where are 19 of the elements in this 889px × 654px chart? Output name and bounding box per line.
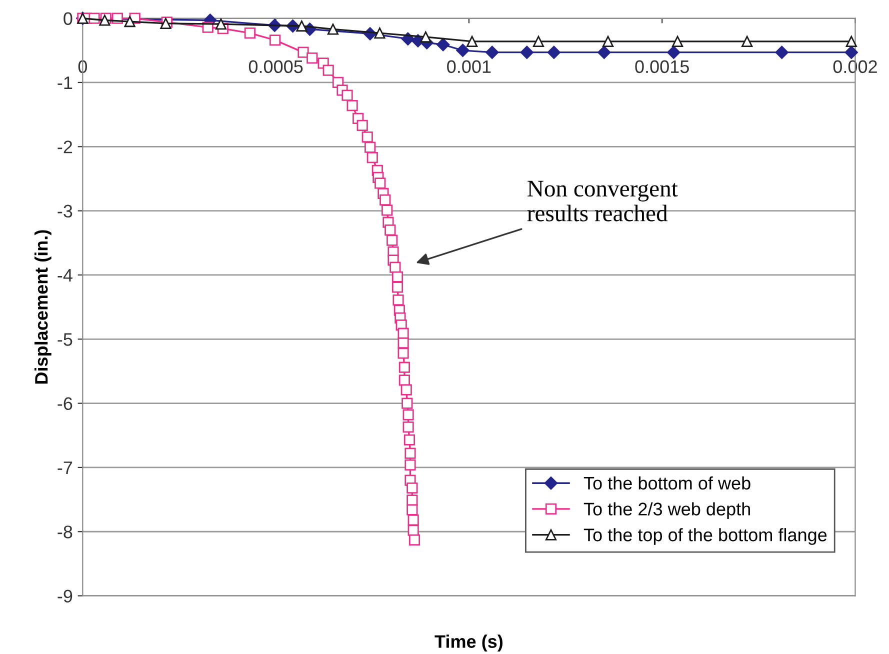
y-tick-label: -5 [58,333,72,346]
legend-label: To the bottom of web [584,476,750,490]
y-tick-label: -3 [58,204,72,218]
annotation: Non convergent results reached [527,180,678,222]
legend-label: To the 2/3 web depth [584,502,750,520]
x-tick-label: 0.0005 [248,60,303,74]
x-tick-label: 0.0015 [635,60,689,74]
y-tick-label: -8 [58,526,72,538]
legend-label: To the top of the bottom flange [584,528,827,545]
x-axis-title: Time (s) [434,634,503,652]
y-axis-title: Displacement (in.) [34,230,52,384]
x-tick-label: 0.001 [447,60,491,74]
y-tick-label: -4 [58,269,72,282]
y-tick-label: -1 [58,76,72,90]
y-tick-label: -7 [58,462,72,474]
y-tick-label: -6 [58,397,72,410]
y-tick-label: -2 [58,140,72,154]
y-tick-label: 0 [64,12,72,26]
y-tick-label: -9 [58,590,72,603]
